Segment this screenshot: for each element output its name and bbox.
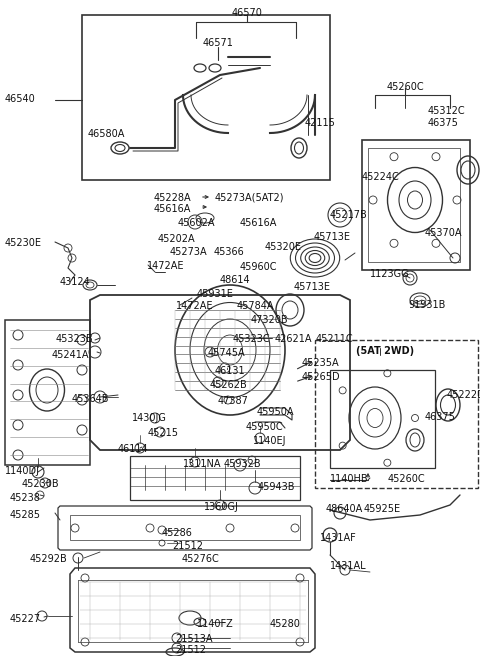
Text: 48640A: 48640A (326, 504, 363, 514)
Text: 47387: 47387 (218, 396, 249, 406)
Text: 45230B: 45230B (22, 479, 60, 489)
Text: 45260C: 45260C (388, 474, 426, 484)
Text: 45228A: 45228A (154, 193, 192, 203)
Text: 45292B: 45292B (30, 554, 68, 564)
Text: 1311NA: 1311NA (183, 459, 221, 469)
Text: 1140FZ: 1140FZ (197, 619, 234, 629)
Text: 45784A: 45784A (237, 301, 275, 311)
Text: 21512: 21512 (172, 541, 203, 551)
Text: 45222D: 45222D (447, 390, 480, 400)
Text: 45238: 45238 (10, 493, 41, 503)
Text: 1431AL: 1431AL (330, 561, 367, 571)
Text: 45931E: 45931E (197, 289, 234, 299)
Text: 46580A: 46580A (88, 129, 125, 139)
Text: 47320B: 47320B (251, 315, 288, 325)
Text: 45273A: 45273A (170, 247, 208, 257)
Text: 1360GJ: 1360GJ (204, 502, 239, 512)
Text: 1430JG: 1430JG (132, 413, 167, 423)
Text: 45285: 45285 (10, 510, 41, 520)
Text: 45370A: 45370A (425, 228, 463, 238)
Text: 45323B: 45323B (56, 334, 94, 344)
Text: 1123GG: 1123GG (370, 269, 409, 279)
Text: 1472AE: 1472AE (147, 261, 184, 271)
Text: 46540: 46540 (5, 94, 36, 104)
Text: 45616A: 45616A (154, 204, 192, 214)
Text: 45925E: 45925E (364, 504, 401, 514)
Text: 45224C: 45224C (362, 172, 400, 182)
Text: 45616A: 45616A (240, 218, 277, 228)
Text: 1140DJ: 1140DJ (5, 466, 40, 476)
Text: 45265D: 45265D (302, 372, 341, 382)
Text: 45280: 45280 (270, 619, 301, 629)
Text: 45241A: 45241A (52, 350, 89, 360)
Text: 46571: 46571 (203, 38, 233, 48)
Text: 45202A: 45202A (158, 234, 196, 244)
Text: 45286: 45286 (162, 528, 193, 538)
Text: 48614: 48614 (220, 275, 251, 285)
Text: 21513A: 21513A (175, 634, 213, 644)
Text: 45713E: 45713E (294, 282, 331, 292)
Text: 46375: 46375 (428, 118, 459, 128)
Text: 45943B: 45943B (258, 482, 296, 492)
Text: 43124: 43124 (60, 277, 91, 287)
Text: 45262B: 45262B (210, 380, 248, 390)
Text: 45260C: 45260C (386, 82, 424, 92)
Text: 45320E: 45320E (265, 242, 302, 252)
Text: 46114: 46114 (118, 444, 149, 454)
Text: 45713E: 45713E (314, 232, 351, 242)
Text: 1431AF: 1431AF (320, 533, 357, 543)
Text: 21512: 21512 (175, 645, 206, 655)
Text: 45235A: 45235A (302, 358, 340, 368)
Text: 45312C: 45312C (428, 106, 466, 116)
Text: 45745A: 45745A (208, 348, 246, 358)
Text: 45323C: 45323C (233, 334, 271, 344)
Text: 45932B: 45932B (224, 459, 262, 469)
Text: 46131: 46131 (215, 366, 246, 376)
Text: 46570: 46570 (231, 8, 263, 18)
Text: 1472AE: 1472AE (176, 301, 214, 311)
Text: 45950A: 45950A (257, 407, 295, 417)
Text: 45227: 45227 (10, 614, 41, 624)
Text: 45364B: 45364B (72, 394, 109, 404)
Text: 91931B: 91931B (408, 300, 445, 310)
Text: 1140EJ: 1140EJ (253, 436, 287, 446)
Text: 46375: 46375 (425, 412, 456, 422)
Text: 45950C: 45950C (246, 422, 284, 432)
Text: 45960C: 45960C (240, 262, 277, 272)
Text: 45276C: 45276C (182, 554, 220, 564)
Text: 45217B: 45217B (330, 210, 368, 220)
Text: 45273A(5AT2): 45273A(5AT2) (215, 193, 285, 203)
Text: (5AT 2WD): (5AT 2WD) (356, 346, 414, 356)
Text: 1140HB: 1140HB (330, 474, 369, 484)
Text: 45602A: 45602A (178, 218, 216, 228)
Text: 42621A: 42621A (275, 334, 312, 344)
Text: 45366: 45366 (214, 247, 245, 257)
Text: 42115: 42115 (305, 118, 336, 128)
Text: 45215: 45215 (148, 428, 179, 438)
Text: 45211C: 45211C (316, 334, 354, 344)
Text: 45230E: 45230E (5, 238, 42, 248)
